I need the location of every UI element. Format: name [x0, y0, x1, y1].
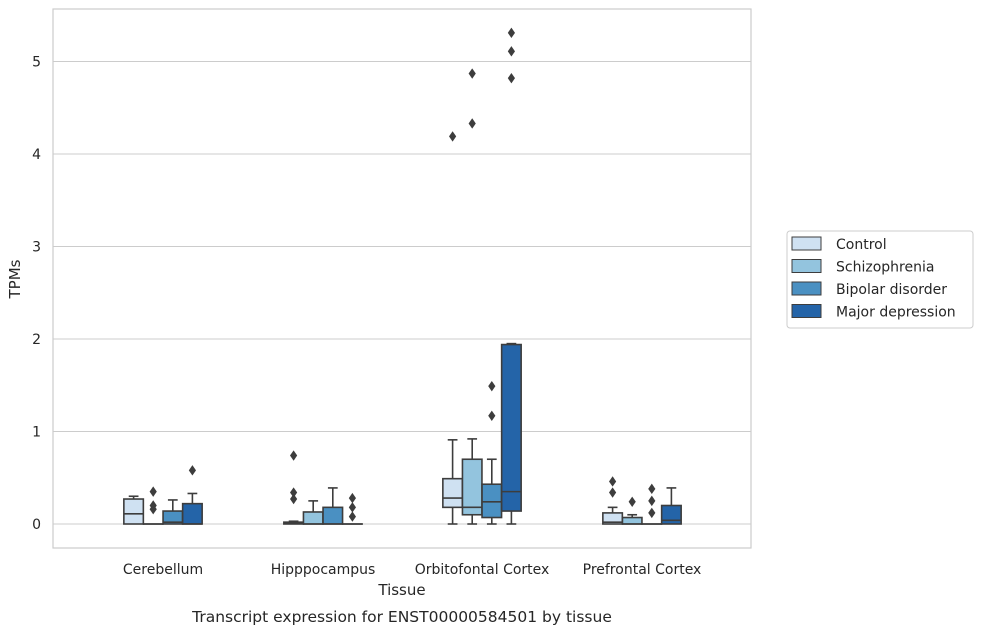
x-tick-label: Cerebellum [123, 562, 203, 578]
y-tick-label: 5 [32, 55, 41, 71]
legend-label-schizophrenia: Schizophrenia [836, 260, 934, 276]
y-tick-label: 3 [32, 240, 41, 256]
box-body [481, 483, 503, 519]
outlier-point [290, 487, 298, 498]
legend-frame [786, 230, 974, 329]
legend-swatch-control [791, 236, 822, 251]
legend-swatch-bipolar-disorder [791, 281, 822, 296]
box-body [322, 506, 344, 525]
outlier-point [507, 27, 515, 39]
outlier-point [290, 450, 298, 461]
legend-label-control: Control [836, 237, 887, 253]
chart-caption: Transcript expression for ENST0000058450… [191, 608, 612, 626]
box-body [442, 477, 464, 509]
gridlines [53, 60, 751, 525]
outlier-point [648, 495, 656, 507]
outlier-point [149, 486, 157, 497]
legend-swatch-major-depression [791, 304, 822, 318]
outlier-point [468, 68, 476, 79]
y-tick-label: 1 [32, 425, 41, 441]
outlier-point [648, 507, 656, 519]
box-bipolar-disorder-prefrontal-cortex [641, 483, 663, 525]
box-body [181, 502, 203, 525]
y-tick-label: 4 [32, 147, 41, 163]
box-body [123, 498, 145, 525]
x-tick-label: Prefrontal Cortex [583, 562, 702, 578]
outlier-point [609, 487, 617, 498]
outlier-point [348, 511, 356, 522]
legend-label-major-depression: Major depression [836, 305, 956, 321]
outlier-point [609, 476, 617, 487]
box-major-depression-cerebellum [181, 465, 203, 525]
outlier-point [507, 72, 515, 84]
y-tick-label: 0 [32, 517, 41, 533]
box-body [621, 516, 643, 525]
box-body [500, 343, 522, 512]
box-major-depression-prefrontal-cortex [660, 487, 682, 525]
box-bipolar-disorder-orbitofontal-cortex [481, 380, 503, 525]
y-tick-labels: 0 1 2 3 4 5 [32, 55, 41, 534]
box-body [660, 504, 682, 525]
box-body [461, 458, 483, 516]
box-control-hipppocampus [283, 450, 305, 525]
legend-swatch-schizophrenia [791, 259, 822, 273]
plot-frame [52, 8, 752, 549]
box-schizophrenia-cerebellum [142, 486, 164, 525]
outlier-point [468, 118, 476, 129]
box-control-cerebellum [123, 495, 145, 525]
outlier-point [149, 504, 157, 515]
outlier-point [348, 492, 356, 504]
outlier-point [449, 131, 457, 142]
legend-label-bipolar-disorder: Bipolar disorder [836, 282, 947, 298]
box-control-prefrontal-cortex [602, 476, 624, 525]
box-bipolar-disorder-cerebellum [162, 499, 184, 525]
box-major-depression-hipppocampus [341, 492, 363, 525]
x-axis-label: Tissue [377, 581, 425, 599]
outlier-point [290, 493, 298, 505]
y-axis-label: TPMs [6, 259, 24, 299]
box-body [302, 511, 324, 525]
box-bipolar-disorder-hipppocampus [322, 487, 344, 525]
box-control-orbitofontal-cortex [442, 131, 464, 525]
x-tick-label: Orbitofontal Cortex [415, 562, 550, 578]
outlier-point [488, 410, 496, 421]
outlier-point [507, 46, 515, 57]
x-tick-label: Hipppocampus [271, 562, 376, 578]
box-major-depression-orbitofontal-cortex [500, 27, 522, 525]
outlier-point [488, 380, 496, 392]
y-tick-label: 2 [32, 332, 41, 348]
box-schizophrenia-orbitofontal-cortex [461, 68, 483, 525]
outlier-point [188, 465, 196, 476]
box-schizophrenia-hipppocampus [302, 500, 324, 525]
outlier-point [348, 502, 356, 513]
x-tick-labels: Cerebellum Hipppocampus Orbitofontal Corte… [123, 562, 701, 578]
outlier-point [648, 483, 656, 495]
outlier-point [628, 496, 636, 507]
legend: Control Schizophrenia Bipolar disorder Majo… [786, 230, 974, 329]
boxes [123, 27, 682, 525]
box-schizophrenia-prefrontal-cortex [621, 496, 643, 525]
